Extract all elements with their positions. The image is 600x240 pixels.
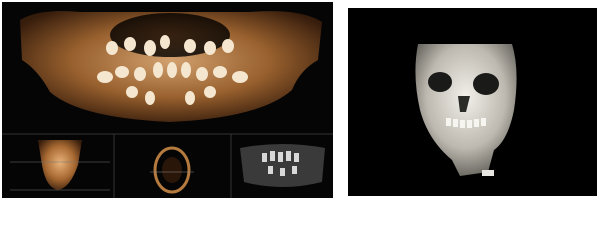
main-3d-view — [2, 11, 333, 135]
axial-view — [150, 146, 194, 194]
panoramic-jaw — [240, 144, 325, 187]
orbit — [428, 72, 452, 92]
screenshot — [2, 2, 597, 198]
orbit — [473, 73, 499, 95]
vertebra — [482, 170, 494, 176]
skull-teeth — [446, 118, 486, 128]
axial-skull — [153, 146, 191, 194]
right-panel — [348, 8, 597, 196]
coronal-skull — [38, 140, 82, 190]
coronal-view — [10, 140, 110, 191]
panoramic-view — [240, 144, 325, 187]
panoramic-teeth — [262, 151, 299, 176]
axial-inner — [162, 157, 182, 183]
left-panel — [2, 2, 333, 198]
teeth — [97, 35, 248, 105]
bottom-views — [10, 134, 325, 198]
page — [2, 2, 597, 198]
nasal-shadow — [110, 13, 230, 57]
nasal-cavity — [458, 96, 470, 112]
